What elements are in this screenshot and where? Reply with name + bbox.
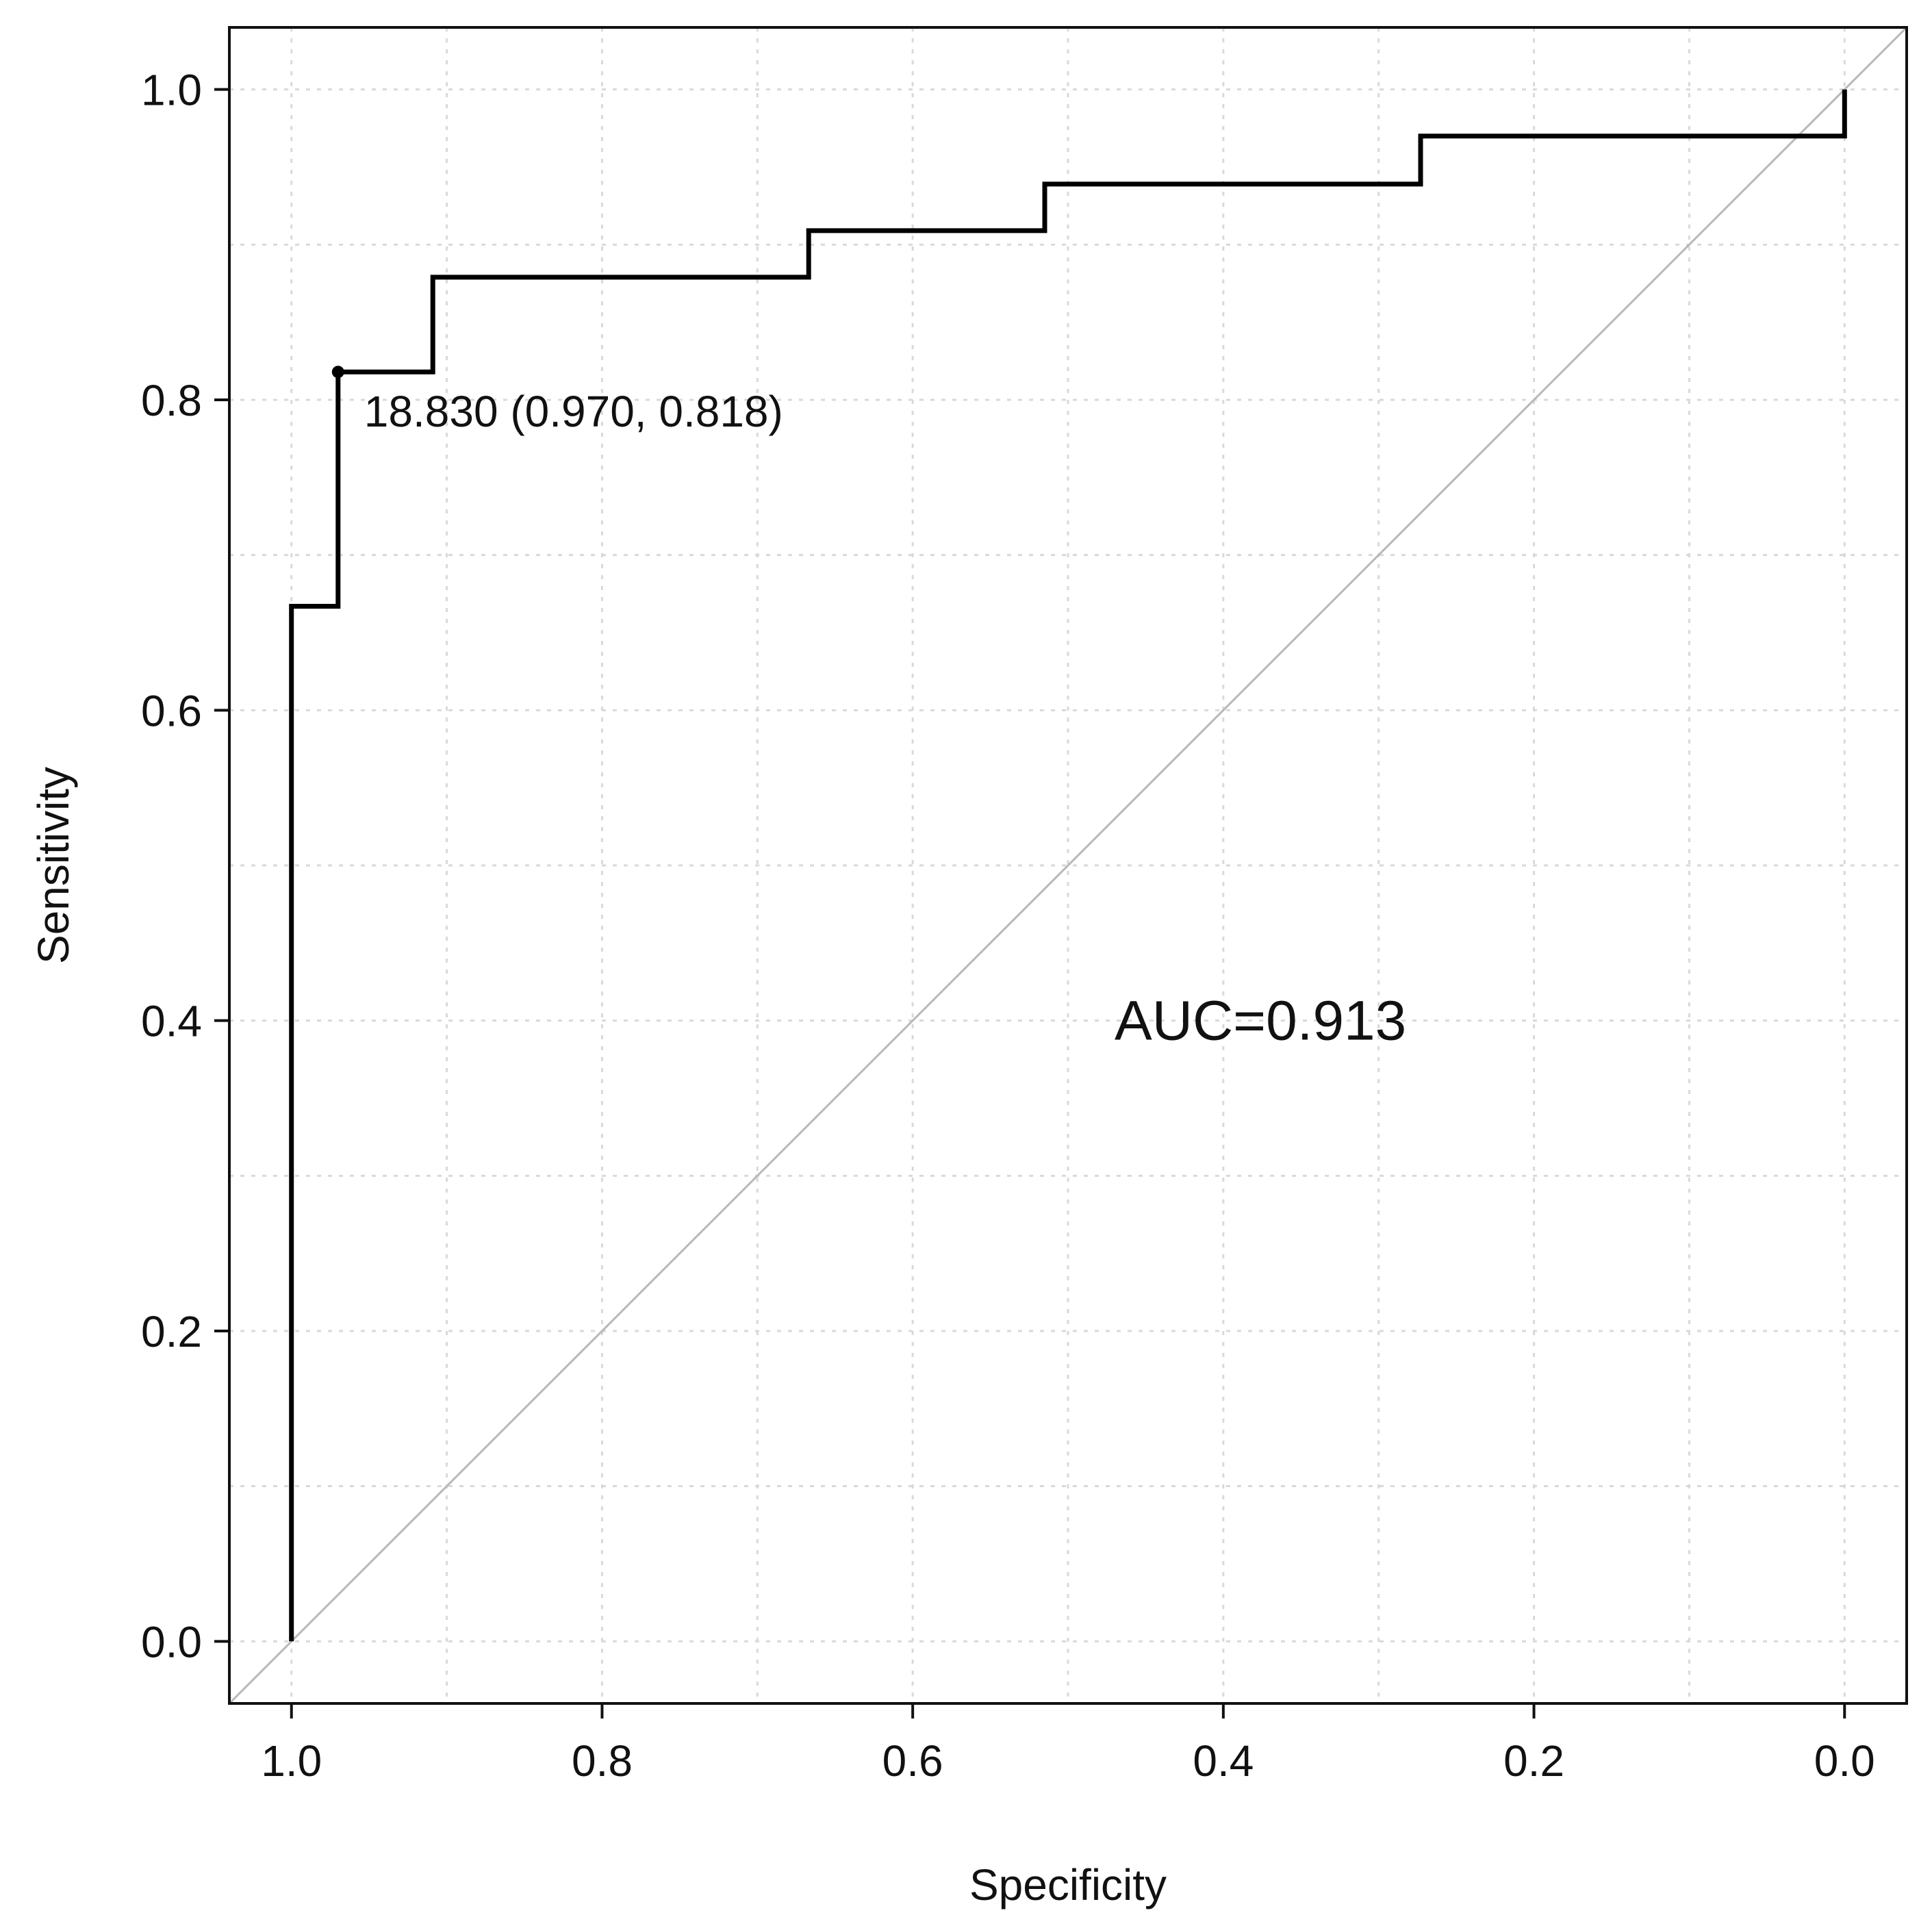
y-axis: 0.0 0.2 0.4 0.6 0.8 1.0 [141,66,229,1666]
x-tick-label: 0.4 [1193,1736,1254,1786]
x-tick-label: 0.2 [1503,1736,1564,1786]
y-tick-label: 0.8 [141,376,202,425]
y-tick-label: 0.4 [141,997,202,1046]
best-threshold-point [331,366,344,379]
x-tick-label: 1.0 [261,1736,322,1786]
x-axis: 1.0 0.8 0.6 0.4 0.2 0.0 [261,1703,1875,1786]
roc-curve-line [289,89,1847,1642]
y-tick-label: 0.6 [141,686,202,735]
auc-label: AUC=0.913 [1115,990,1406,1052]
y-axis-label: Sensitivity [29,767,78,964]
plot-frame [228,26,1908,1705]
y-tick-label: 1.0 [141,66,202,115]
y-tick-label: 0.2 [141,1307,202,1356]
reference-diagonal-line [228,26,1908,1705]
y-tick-label: 0.0 [141,1617,202,1666]
x-axis-label: Specificity [969,1860,1167,1910]
best-threshold-label: 18.830 (0.970, 0.818) [364,387,783,436]
x-tick-label: 0.6 [882,1736,943,1786]
x-tick-label: 0.0 [1814,1736,1875,1786]
x-tick-label: 0.8 [572,1736,633,1786]
